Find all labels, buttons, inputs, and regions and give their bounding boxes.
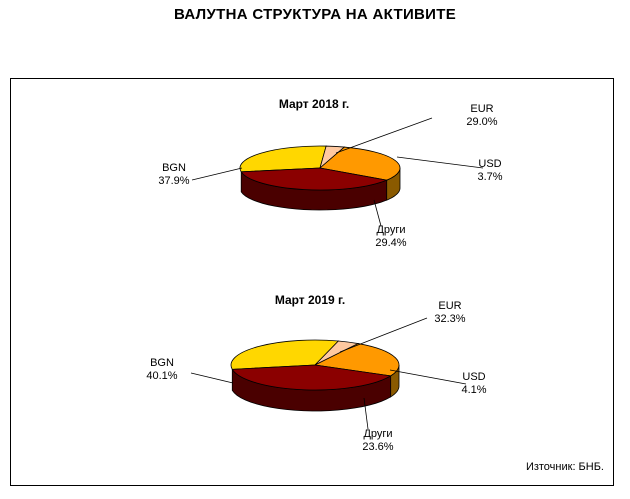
slice-value-label: 4.1% [461, 384, 486, 396]
slice-value-label: 32.3% [434, 313, 465, 325]
slice-name-label: EUR [470, 103, 493, 115]
pie-slice-eur [230, 339, 340, 370]
leader-line [335, 117, 433, 154]
slice-name-label: BGN [162, 162, 186, 174]
slice-value-label: 40.1% [146, 370, 177, 382]
leader-line [373, 199, 382, 227]
slice-name-label: USD [478, 158, 501, 170]
pie-slice-eur [239, 145, 327, 173]
slice-value-label: 23.6% [362, 441, 393, 453]
pie-slice-bgn [231, 364, 392, 391]
leader-line [389, 369, 467, 385]
chart-frame [10, 78, 614, 486]
chart-subtitle: Март 2019 г. [275, 293, 345, 307]
chart-subtitle: Март 2018 г. [279, 97, 349, 111]
source-note: Източник: БНБ. [525, 461, 604, 473]
slice-value-label: 37.9% [158, 175, 189, 187]
leader-line [191, 167, 243, 181]
slice-value-label: 29.4% [375, 237, 406, 249]
slice-name-label: Други [363, 428, 392, 440]
slice-name-label: EUR [438, 300, 461, 312]
pie-slice-drugi [319, 146, 401, 181]
pie-slice-bgn [240, 167, 389, 191]
slice-name-label: BGN [150, 357, 174, 369]
slice-value-label: 3.7% [477, 171, 502, 183]
leader-line [190, 372, 234, 384]
leader-line [363, 397, 369, 430]
leader-line [396, 156, 484, 169]
slice-name-label: USD [462, 371, 485, 383]
slice-name-label: Други [376, 224, 405, 236]
page-title: ВАЛУТНА СТРУКТУРА НА АКТИВИТЕ [173, 6, 457, 23]
slice-value-label: 29.0% [466, 116, 497, 128]
leader-line [339, 317, 428, 353]
